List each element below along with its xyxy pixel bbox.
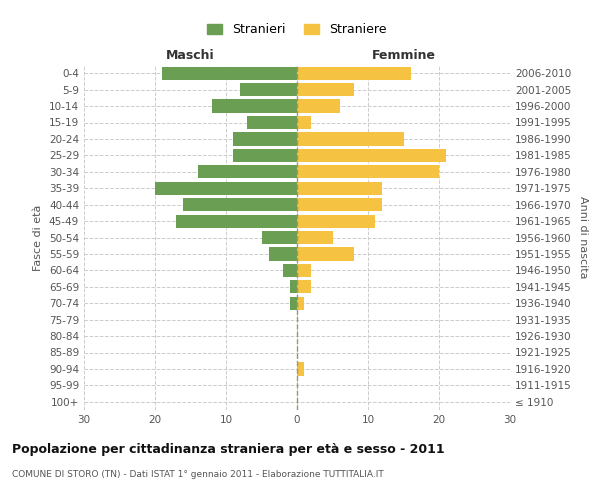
Bar bbox=[297, 116, 311, 129]
Text: Femmine: Femmine bbox=[371, 48, 436, 62]
Bar bbox=[233, 132, 297, 145]
Bar bbox=[262, 231, 297, 244]
Y-axis label: Anni di nascita: Anni di nascita bbox=[578, 196, 588, 279]
Bar bbox=[283, 264, 297, 277]
Bar bbox=[297, 248, 354, 260]
Bar bbox=[297, 264, 311, 277]
Bar bbox=[297, 132, 404, 145]
Bar bbox=[240, 83, 297, 96]
Bar bbox=[184, 198, 297, 211]
Bar bbox=[233, 149, 297, 162]
Bar bbox=[162, 66, 297, 80]
Bar bbox=[247, 116, 297, 129]
Bar bbox=[297, 198, 382, 211]
Bar bbox=[212, 100, 297, 112]
Bar bbox=[269, 248, 297, 260]
Text: COMUNE DI STORO (TN) - Dati ISTAT 1° gennaio 2011 - Elaborazione TUTTITALIA.IT: COMUNE DI STORO (TN) - Dati ISTAT 1° gen… bbox=[12, 470, 384, 479]
Bar bbox=[297, 280, 311, 293]
Bar bbox=[297, 100, 340, 112]
Bar bbox=[297, 231, 332, 244]
Text: Popolazione per cittadinanza straniera per età e sesso - 2011: Popolazione per cittadinanza straniera p… bbox=[12, 442, 445, 456]
Bar bbox=[197, 165, 297, 178]
Legend: Stranieri, Straniere: Stranieri, Straniere bbox=[203, 20, 391, 40]
Bar bbox=[290, 296, 297, 310]
Bar bbox=[290, 280, 297, 293]
Text: Maschi: Maschi bbox=[166, 48, 215, 62]
Bar bbox=[297, 362, 304, 376]
Bar bbox=[155, 182, 297, 195]
Bar bbox=[297, 296, 304, 310]
Bar bbox=[297, 66, 410, 80]
Bar bbox=[297, 83, 354, 96]
Y-axis label: Fasce di età: Fasce di età bbox=[34, 204, 43, 270]
Bar bbox=[297, 165, 439, 178]
Bar bbox=[297, 149, 446, 162]
Bar bbox=[176, 214, 297, 228]
Bar bbox=[297, 182, 382, 195]
Bar bbox=[297, 214, 375, 228]
